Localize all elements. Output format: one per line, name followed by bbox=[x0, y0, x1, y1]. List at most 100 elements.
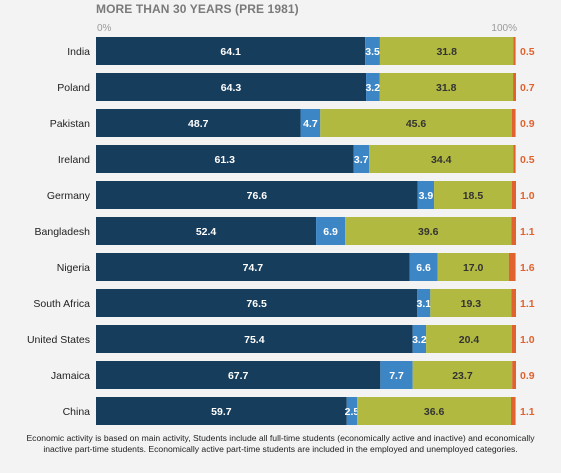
data-label-poland-4: 0.7 bbox=[520, 82, 535, 94]
bar-segment-china-3 bbox=[357, 397, 511, 425]
data-label-united-states-3: 20.4 bbox=[459, 334, 480, 346]
data-label-germany-3: 18.5 bbox=[463, 190, 484, 202]
bar-segment-united-states-3 bbox=[426, 325, 512, 353]
bar-segment-nigeria-4 bbox=[508, 253, 516, 281]
bar-segment-poland-2 bbox=[366, 73, 380, 101]
data-label-nigeria-1: 74.7 bbox=[243, 262, 264, 274]
category-label-south-africa: South Africa bbox=[33, 298, 90, 310]
data-label-china-2: 2.5 bbox=[345, 406, 360, 418]
category-label-nigeria: Nigeria bbox=[57, 262, 90, 274]
bar-segment-ireland-2 bbox=[353, 145, 369, 173]
data-label-jamaica-2: 7.7 bbox=[389, 370, 404, 382]
data-label-pakistan-1: 48.7 bbox=[188, 118, 209, 130]
bar-segment-bangladesh-4 bbox=[511, 217, 516, 245]
bar-segment-south-africa-1 bbox=[96, 289, 418, 317]
data-label-ireland-3: 34.4 bbox=[431, 154, 452, 166]
category-label-germany: Germany bbox=[47, 190, 91, 202]
data-label-bangladesh-1: 52.4 bbox=[196, 226, 217, 238]
bar-segment-united-states-2 bbox=[412, 325, 427, 353]
footnote-line-2: inactive part-time students. Economicall… bbox=[43, 444, 518, 454]
bar-segment-germany-3 bbox=[434, 181, 512, 209]
data-label-china-3: 36.6 bbox=[424, 406, 445, 418]
bar-segment-pakistan-3 bbox=[320, 109, 512, 137]
data-label-nigeria-4: 1.6 bbox=[520, 262, 535, 274]
data-label-ireland-4: 0.5 bbox=[520, 154, 535, 166]
data-label-germany-4: 1.0 bbox=[520, 190, 535, 202]
data-label-india-2: 3.5 bbox=[365, 46, 380, 58]
bar-segment-ireland-4 bbox=[513, 145, 516, 173]
axis-min-label: 0% bbox=[97, 23, 112, 34]
bar-segment-nigeria-3 bbox=[437, 253, 509, 281]
data-label-pakistan-4: 0.9 bbox=[520, 118, 535, 130]
bar-segment-germany-1 bbox=[96, 181, 418, 209]
bar-segment-china-4 bbox=[510, 397, 516, 425]
data-label-bangladesh-4: 1.1 bbox=[520, 226, 535, 238]
category-label-china: China bbox=[63, 406, 91, 418]
bar-segment-germany-4 bbox=[511, 181, 516, 209]
data-label-jamaica-1: 67.7 bbox=[228, 370, 249, 382]
bar-segment-nigeria-1 bbox=[96, 253, 410, 281]
data-label-poland-2: 3.2 bbox=[365, 82, 380, 94]
data-label-germany-2: 3.9 bbox=[419, 190, 434, 202]
category-label-india: India bbox=[67, 46, 90, 58]
data-label-germany-1: 76.6 bbox=[247, 190, 268, 202]
category-label-jamaica: Jamaica bbox=[51, 370, 90, 382]
bar-segment-south-africa-2 bbox=[417, 289, 431, 317]
bar-segment-ireland-3 bbox=[369, 145, 514, 173]
bar-segment-nigeria-2 bbox=[409, 253, 438, 281]
bar-segment-bangladesh-2 bbox=[316, 217, 346, 245]
bar-segment-jamaica-1 bbox=[96, 361, 381, 389]
data-label-jamaica-4: 0.9 bbox=[520, 370, 535, 382]
data-label-india-3: 31.8 bbox=[436, 46, 457, 58]
data-label-ireland-1: 61.3 bbox=[215, 154, 236, 166]
data-label-ireland-2: 3.7 bbox=[354, 154, 369, 166]
category-label-united-states: United States bbox=[27, 334, 90, 346]
data-label-south-africa-4: 1.1 bbox=[520, 298, 535, 310]
data-label-united-states-4: 1.0 bbox=[520, 334, 535, 346]
bar-segment-bangladesh-3 bbox=[345, 217, 512, 245]
data-label-india-1: 64.1 bbox=[220, 46, 241, 58]
bar-segment-pakistan-4 bbox=[511, 109, 516, 137]
data-label-jamaica-3: 23.7 bbox=[452, 370, 473, 382]
bar-segment-jamaica-2 bbox=[380, 361, 413, 389]
data-label-pakistan-2: 4.7 bbox=[303, 118, 318, 130]
bar-segment-united-states-4 bbox=[511, 325, 516, 353]
data-label-bangladesh-3: 39.6 bbox=[418, 226, 439, 238]
data-label-nigeria-3: 17.0 bbox=[463, 262, 484, 274]
bar-segment-germany-2 bbox=[417, 181, 435, 209]
category-label-pakistan: Pakistan bbox=[50, 118, 90, 130]
data-label-india-4: 0.5 bbox=[520, 46, 535, 58]
chart-title: MORE THAN 30 YEARS (PRE 1981) bbox=[96, 2, 299, 16]
bar-segment-poland-1 bbox=[96, 73, 367, 101]
data-label-south-africa-3: 19.3 bbox=[461, 298, 482, 310]
stacked-bar-chart: 0% 100% India 64.1 3.5 31.8 0.5 Poland 64.3 3.2 31… bbox=[27, 23, 535, 425]
bar-segment-south-africa-4 bbox=[511, 289, 516, 317]
bar-segment-united-states-1 bbox=[96, 325, 413, 353]
bar-segment-jamaica-4 bbox=[512, 361, 516, 389]
data-label-united-states-2: 3.2 bbox=[412, 334, 427, 346]
data-label-south-africa-1: 76.5 bbox=[246, 298, 267, 310]
data-label-bangladesh-2: 6.9 bbox=[323, 226, 338, 238]
data-label-poland-1: 64.3 bbox=[221, 82, 242, 94]
data-label-poland-3: 31.8 bbox=[436, 82, 457, 94]
bar-segment-india-2 bbox=[365, 37, 380, 65]
bar-segment-india-3 bbox=[379, 37, 514, 65]
footnote-line-1: Economic activity is based on main activ… bbox=[26, 433, 535, 443]
bar-segment-pakistan-2 bbox=[300, 109, 321, 137]
category-label-bangladesh: Bangladesh bbox=[35, 226, 91, 238]
data-label-china-4: 1.1 bbox=[520, 406, 535, 418]
bar-segment-poland-3 bbox=[379, 73, 514, 101]
bar-segment-poland-4 bbox=[513, 73, 516, 101]
data-label-united-states-1: 75.4 bbox=[244, 334, 265, 346]
bar-segment-india-1 bbox=[96, 37, 366, 65]
bar-segment-bangladesh-1 bbox=[96, 217, 317, 245]
bar-segment-pakistan-1 bbox=[96, 109, 301, 137]
axis-max-label: 100% bbox=[491, 23, 517, 34]
category-label-poland: Poland bbox=[57, 82, 90, 94]
data-label-south-africa-2: 3.1 bbox=[417, 298, 432, 310]
data-label-china-1: 59.7 bbox=[211, 406, 232, 418]
bar-segment-ireland-1 bbox=[96, 145, 354, 173]
bar-segment-jamaica-3 bbox=[412, 361, 513, 389]
category-label-ireland: Ireland bbox=[58, 154, 90, 166]
